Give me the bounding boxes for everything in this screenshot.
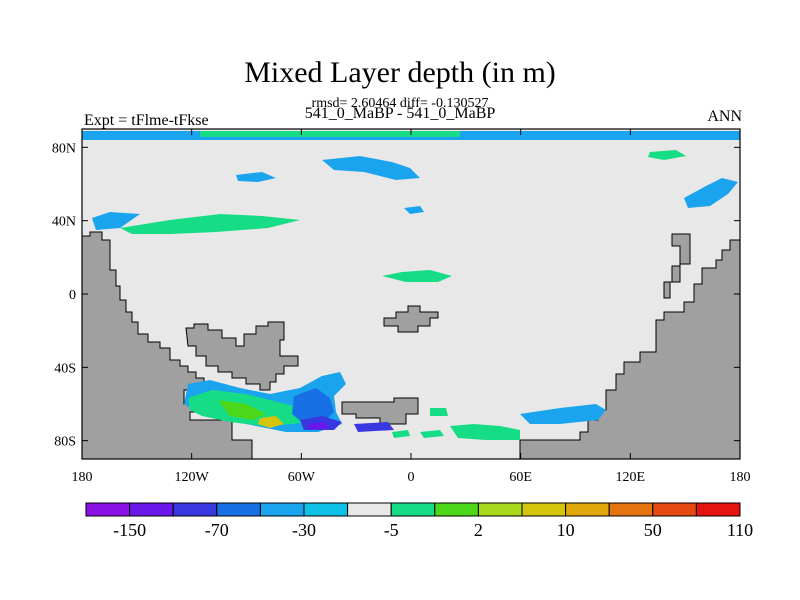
anomaly-north-pacific-2: [322, 156, 420, 180]
experiment-label: Expt = tFlme-tFkse: [84, 112, 209, 129]
anomaly-south-purple: [308, 422, 330, 430]
colorbar-swatch: [608, 502, 654, 517]
land-africa: [185, 321, 299, 391]
colorbar-swatch: [259, 502, 305, 517]
colorbar-swatch: [652, 502, 697, 517]
land-australia: [341, 397, 419, 425]
y-tick-label: 40N: [52, 215, 76, 230]
colorbar-swatch: [172, 502, 218, 517]
season-label: ANN: [707, 108, 742, 125]
x-tick-label: 60E: [509, 470, 532, 485]
anomaly-nw-atlantic: [684, 178, 738, 208]
anomaly-north-pacific-band: [120, 214, 300, 234]
y-tick-label: 40S: [54, 361, 76, 376]
x-tick-label: 120W: [175, 470, 210, 485]
y-tick-label: 80S: [54, 435, 76, 450]
colorbar-swatch: [303, 502, 349, 517]
y-tick-label: 0: [69, 288, 76, 303]
y-axis: 80N 40N 0 40S 80S: [52, 141, 740, 450]
colorbar-swatch: [216, 502, 261, 517]
land-island: [383, 305, 439, 333]
x-tick-label: 120E: [616, 470, 646, 485]
land-americas: [82, 231, 253, 459]
x-axis: 180 120W 60W 0 60E 120E 180: [72, 129, 751, 485]
colorbar-swatch: [129, 502, 174, 517]
anomaly-kuroshio: [92, 212, 140, 230]
colorbar-swatch: [695, 502, 741, 517]
stats-line: rmsd= 2.60464 diff= -0.130527: [311, 96, 489, 111]
anomaly-north-pacific-1: [236, 172, 276, 182]
colorbar-swatch: [565, 502, 610, 517]
colorbar-label: -70: [205, 520, 229, 540]
x-tick-label: 180: [730, 470, 751, 485]
anomaly-south-cyan-2: [520, 404, 606, 424]
colorbar-swatch: [521, 502, 567, 517]
colorbar-swatch: [390, 502, 436, 517]
anomaly-south-green-3: [450, 424, 520, 440]
colorbar-label: -30: [292, 520, 316, 540]
land-east: [519, 239, 740, 459]
anomaly-south-lime: [218, 400, 266, 420]
anomaly-south-green-5: [392, 430, 410, 438]
map-layers: [82, 131, 740, 459]
anomaly-south-green-2: [430, 408, 448, 416]
x-tick-label: 0: [408, 470, 415, 485]
plot-subtitle: 541_0_MaBP - 541_0_MaBP: [304, 105, 496, 122]
colorbar-label: 50: [644, 520, 662, 540]
colorbar-label: 110: [727, 520, 753, 540]
colorbar-label: -5: [384, 520, 399, 540]
anomaly-small-north: [404, 206, 424, 214]
colorbar-swatch: [434, 502, 479, 517]
colorbar-swatch: [347, 502, 392, 517]
colorbar-label: 10: [557, 520, 575, 540]
colorbar: -150 -70 -30 -5 2 10 50 110: [85, 502, 753, 540]
x-tick-label: 180: [72, 470, 93, 485]
anomaly-north-atlantic: [648, 150, 686, 160]
y-tick-label: 80N: [52, 141, 76, 156]
colorbar-label: 2: [474, 520, 483, 540]
anomaly-south-yellow: [258, 416, 284, 428]
colorbar-swatch: [477, 502, 523, 517]
anomaly-south-blue: [292, 388, 334, 424]
plot-title: Mixed Layer depth (in m): [244, 56, 556, 89]
anomaly-south-darkblue-2: [354, 422, 394, 432]
land-east-north: [663, 233, 691, 299]
colorbar-swatch: [85, 502, 131, 517]
x-tick-label: 60W: [288, 470, 316, 485]
anomaly-south-green-4: [420, 430, 444, 438]
anomaly-equatorial: [382, 270, 452, 282]
anomaly-arctic-green: [200, 131, 460, 137]
colorbar-label: -150: [113, 520, 146, 540]
